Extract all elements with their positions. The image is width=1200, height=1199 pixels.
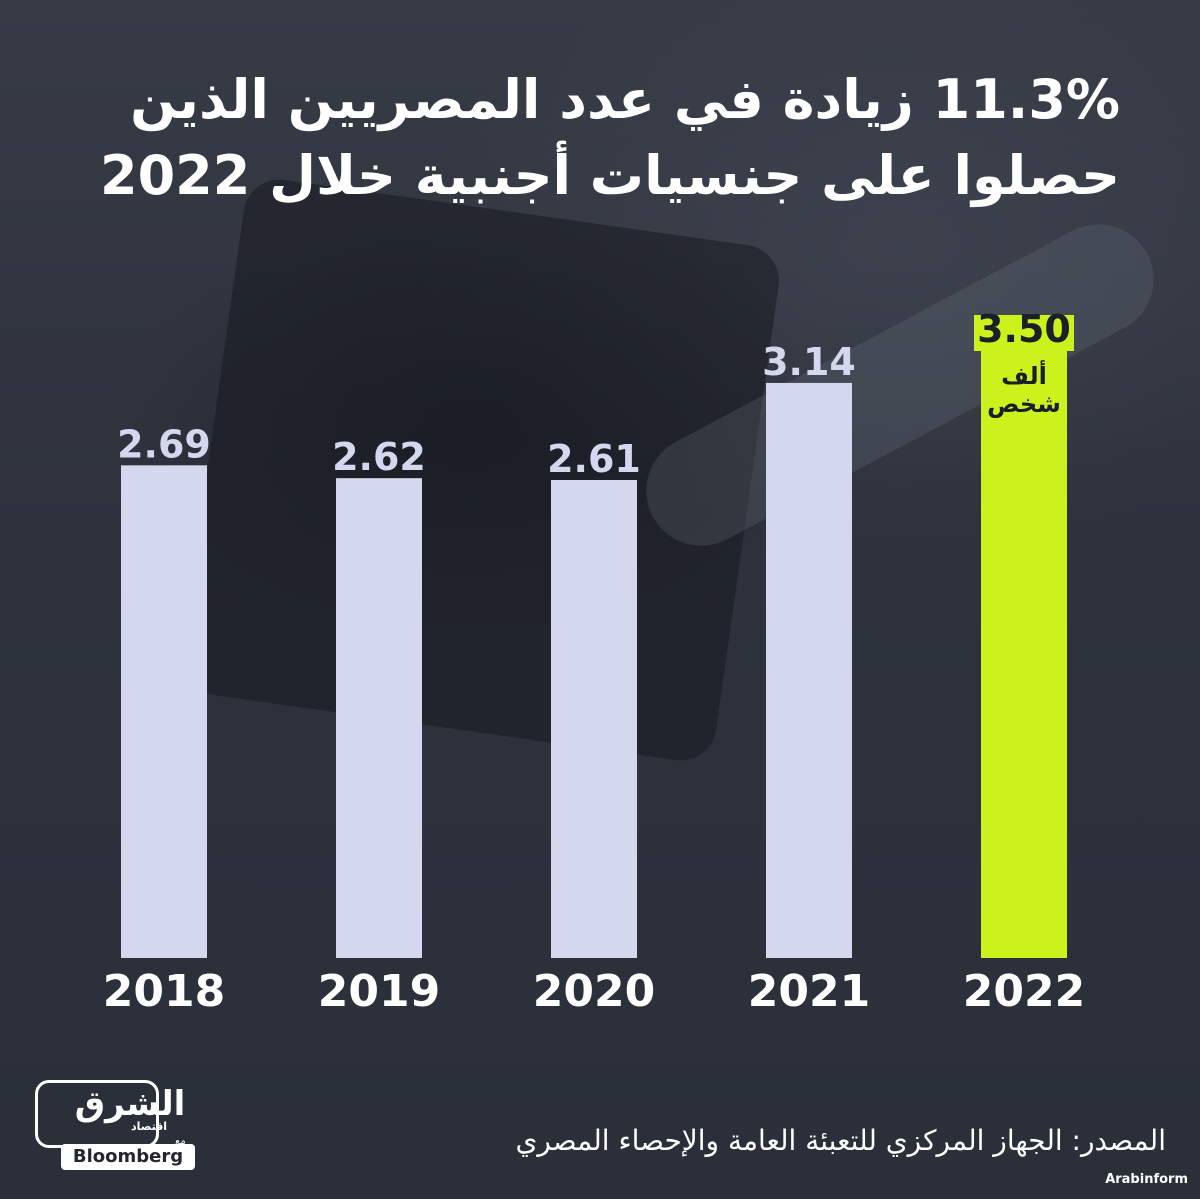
- logo-arabic-text: الشرق: [74, 1084, 186, 1124]
- value-label-2021: 3.14: [762, 340, 856, 384]
- logo-sub-text: اقتصاد: [131, 1120, 168, 1133]
- logo-bloomberg-text: Bloomberg: [61, 1144, 195, 1170]
- credit-text: Arabinform: [1105, 1172, 1188, 1187]
- source-note: المصدر: الجهاز المركزي للتعبئة العامة وا…: [515, 1124, 1166, 1157]
- value-label-2018: 2.69: [117, 422, 211, 466]
- year-label-2020: 2020: [533, 966, 655, 1017]
- year-label-2022: 2022: [963, 966, 1085, 1017]
- title-line-1: 11.3% زيادة في عدد المصريين الذين: [130, 68, 1120, 131]
- value-label-2020: 2.61: [547, 437, 641, 481]
- value-label-2022: 3.50: [977, 307, 1071, 351]
- year-label-2019: 2019: [318, 966, 440, 1017]
- bar-2021: [766, 382, 852, 959]
- bar-2022: [981, 317, 1067, 958]
- unit-label: ألف شخص: [987, 362, 1061, 418]
- bar-2020: [551, 479, 637, 958]
- year-label-2018: 2018: [103, 966, 225, 1017]
- chart-title: 11.3% زيادة في عدد المصريين الذين حصلوا …: [60, 62, 1120, 214]
- bar-2019: [336, 478, 422, 958]
- logo-with-text: مع: [175, 1136, 186, 1147]
- asharq-bloomberg-logo: الشرق اقتصاد مع Bloomberg: [35, 1080, 195, 1172]
- bar-2018: [121, 465, 207, 958]
- year-label-2021: 2021: [748, 966, 870, 1017]
- title-line-2: حصلوا على جنسيات أجنبية خلال 2022: [100, 144, 1120, 207]
- value-label-2019: 2.62: [332, 435, 426, 479]
